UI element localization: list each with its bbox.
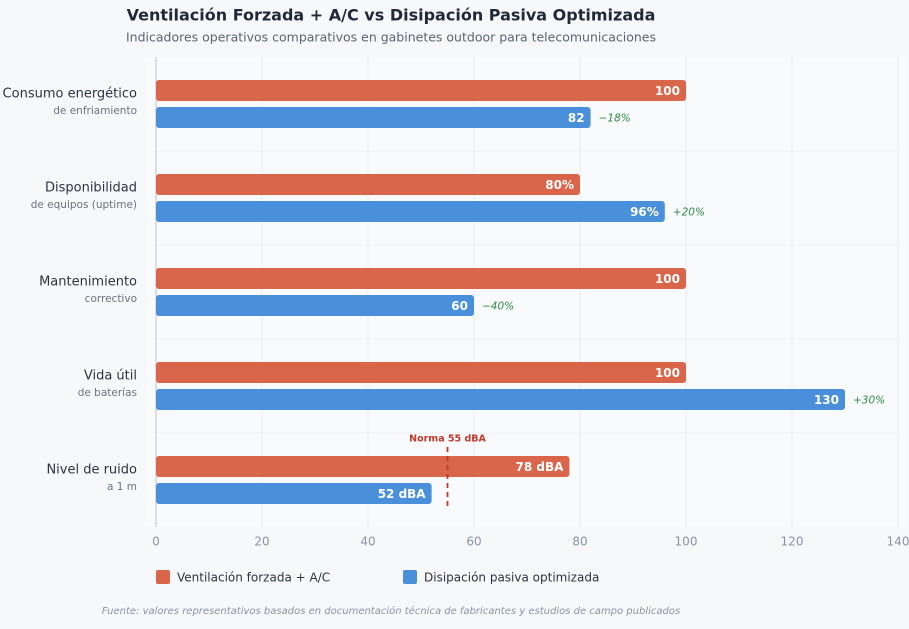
bar bbox=[156, 362, 686, 383]
x-tick-label: 60 bbox=[466, 535, 481, 549]
bar bbox=[156, 201, 665, 222]
delta-label: −40% bbox=[482, 301, 514, 313]
category-label: Nivel de ruido bbox=[46, 463, 137, 478]
chart-subtitle: Indicadores operativos comparativos en g… bbox=[126, 30, 656, 45]
value-label: 100 bbox=[655, 84, 680, 98]
bar bbox=[156, 389, 845, 410]
category-sublabel: a 1 m bbox=[107, 481, 137, 493]
category-sublabel: correctivo bbox=[85, 293, 137, 305]
bar bbox=[156, 268, 686, 289]
delta-label: +30% bbox=[853, 395, 885, 407]
x-tick-label: 100 bbox=[675, 535, 698, 549]
x-tick-label: 40 bbox=[360, 535, 375, 549]
category-label: Disponibilidad bbox=[45, 181, 137, 196]
bar bbox=[156, 80, 686, 101]
bar bbox=[156, 456, 570, 477]
bar bbox=[156, 107, 591, 128]
reference-label: Norma 55 dBA bbox=[409, 434, 486, 445]
legend-label: Disipación pasiva optimizada bbox=[424, 571, 599, 585]
value-label: 100 bbox=[655, 366, 680, 380]
bar bbox=[156, 295, 474, 316]
bar bbox=[156, 174, 580, 195]
plot-area bbox=[146, 57, 906, 527]
category-sublabel: de baterías bbox=[78, 387, 137, 399]
value-label: 82 bbox=[568, 111, 585, 125]
delta-label: +20% bbox=[673, 207, 705, 219]
category-label: Consumo energético bbox=[3, 87, 137, 102]
x-tick-label: 0 bbox=[152, 535, 160, 549]
value-label: 130 bbox=[814, 393, 839, 407]
value-label: 80% bbox=[545, 178, 574, 192]
x-tick-label: 120 bbox=[781, 535, 804, 549]
x-tick-label: 20 bbox=[254, 535, 269, 549]
x-tick-label: 80 bbox=[572, 535, 587, 549]
category-label: Mantenimiento bbox=[39, 275, 137, 290]
legend-label: Ventilación forzada + A/C bbox=[177, 571, 330, 585]
legend-swatch bbox=[403, 570, 417, 584]
value-label: 100 bbox=[655, 272, 680, 286]
value-label: 52 dBA bbox=[378, 487, 427, 501]
value-label: 78 dBA bbox=[515, 460, 564, 474]
x-tick-label: 140 bbox=[887, 535, 909, 549]
value-label: 96% bbox=[630, 205, 659, 219]
value-label: 60 bbox=[451, 299, 468, 313]
chart-title: Ventilación Forzada + A/C vs Disipación … bbox=[127, 6, 656, 25]
source-note: Fuente: valores representativos basados … bbox=[102, 605, 680, 617]
delta-label: −18% bbox=[599, 113, 631, 125]
bar bbox=[156, 483, 432, 504]
legend-swatch bbox=[156, 570, 170, 584]
category-label: Vida útil bbox=[84, 369, 137, 384]
category-sublabel: de enfriamiento bbox=[53, 105, 137, 117]
category-sublabel: de equipos (uptime) bbox=[31, 199, 137, 211]
